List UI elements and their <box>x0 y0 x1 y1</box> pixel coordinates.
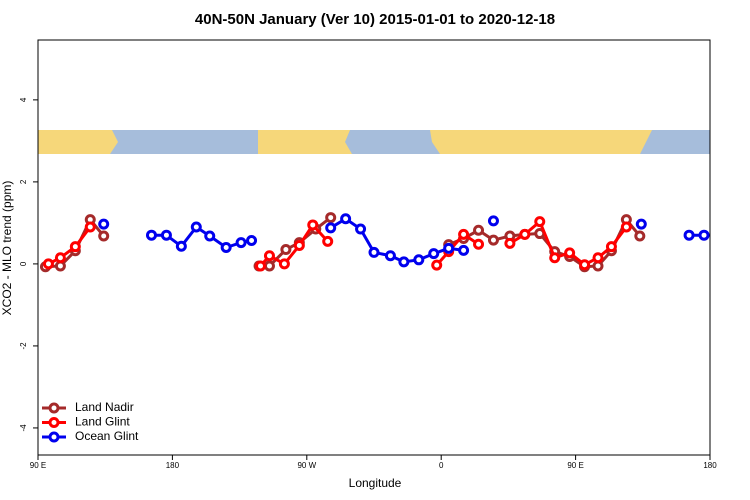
point <box>458 228 470 240</box>
point <box>84 221 96 233</box>
point <box>473 224 485 236</box>
point <box>413 254 425 266</box>
point <box>190 221 202 233</box>
point <box>431 259 443 271</box>
chart-title: 40N-50N January (Ver 10) 2015-01-01 to 2… <box>195 11 555 28</box>
legend-marker <box>48 402 60 414</box>
legend-marker <box>48 417 60 428</box>
map-strip <box>38 130 710 154</box>
point <box>340 213 352 225</box>
point <box>519 228 531 240</box>
point <box>384 250 396 262</box>
point <box>278 258 290 270</box>
point <box>487 215 499 227</box>
legend-marker <box>48 431 60 443</box>
point <box>280 244 292 256</box>
point <box>698 229 710 241</box>
y-tick-label: 2 <box>19 179 28 184</box>
point <box>322 235 334 247</box>
point <box>69 241 81 253</box>
x-tick-label: 180 <box>166 461 180 470</box>
x-tick-label: 0 <box>439 461 444 470</box>
point <box>160 229 172 241</box>
point <box>307 219 319 231</box>
point <box>564 247 576 259</box>
point <box>98 218 110 230</box>
x-tick-label: 90 W <box>297 461 316 470</box>
x-tick-label: 180 <box>703 461 717 470</box>
point <box>428 248 440 260</box>
legend-label: Land Glint <box>75 415 130 429</box>
point <box>579 259 591 271</box>
point <box>592 252 604 264</box>
point <box>368 246 380 258</box>
point <box>54 252 66 264</box>
point <box>325 222 337 234</box>
point <box>145 229 157 241</box>
point <box>263 260 275 272</box>
point <box>683 229 695 241</box>
point <box>42 258 54 270</box>
legend-label: Ocean Glint <box>75 429 139 443</box>
point <box>246 235 258 247</box>
point <box>355 223 367 235</box>
point <box>473 238 485 250</box>
point <box>549 252 561 264</box>
y-tick-label: -4 <box>19 424 28 432</box>
y-tick-label: 0 <box>19 261 28 266</box>
point <box>443 242 455 254</box>
y-tick-label: -2 <box>19 342 28 350</box>
series-line <box>47 219 628 267</box>
y-tick-label: 4 <box>19 97 28 102</box>
point <box>534 216 546 228</box>
legend-label: Land Nadir <box>75 400 134 414</box>
point <box>235 237 247 249</box>
point <box>634 230 646 242</box>
point <box>293 239 305 251</box>
x-tick-label: 90 E <box>30 461 46 470</box>
point <box>98 230 110 242</box>
point <box>605 241 617 253</box>
point <box>635 218 647 230</box>
point <box>220 242 232 253</box>
plot-frame <box>37 39 711 456</box>
x-axis-label: Longitude <box>349 476 402 490</box>
x-tick-label: 90 E <box>567 461 583 470</box>
point <box>398 256 410 268</box>
y-axis-label: XCO2 - MLO trend (ppm) <box>0 181 14 316</box>
point <box>458 244 470 256</box>
point <box>175 240 187 252</box>
point <box>620 221 632 233</box>
series-line <box>151 217 705 264</box>
point <box>325 212 337 224</box>
point <box>263 250 275 262</box>
point <box>204 230 216 242</box>
point <box>504 237 516 249</box>
point <box>255 260 267 272</box>
point <box>487 234 499 246</box>
